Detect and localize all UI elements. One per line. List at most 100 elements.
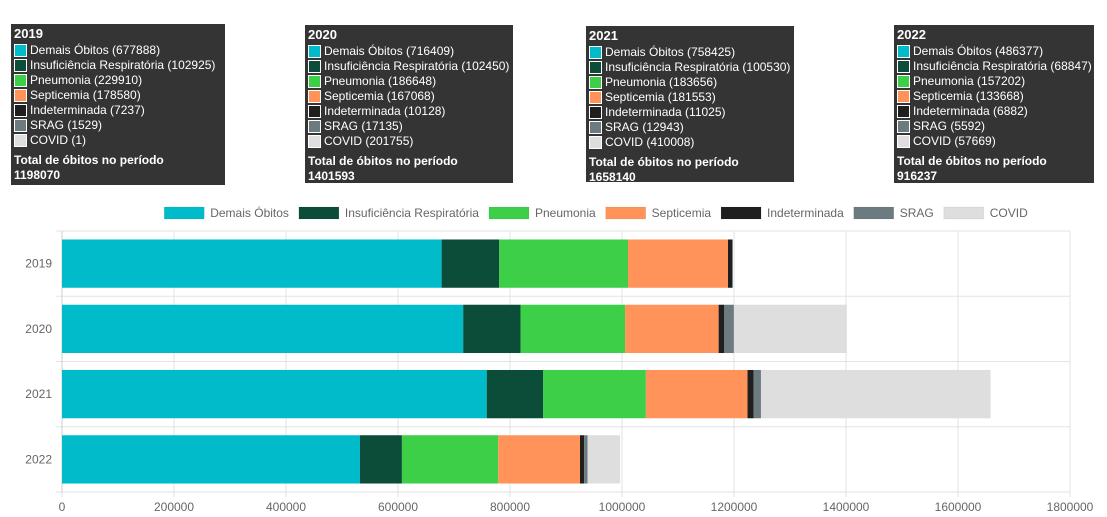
legend-swatch [853, 206, 895, 220]
bar-2020-srag [724, 304, 734, 354]
tooltip-2021: 2021 Demais Óbitos (758425) Insuficiência … [586, 26, 794, 184]
tooltip-item: Demais Óbitos (486377) [897, 44, 1091, 59]
tooltip-swatch [897, 120, 910, 133]
tooltip-total-label: Total de óbitos no período [308, 154, 458, 168]
tooltip-swatch [897, 75, 910, 88]
tooltip-title: 2021 [589, 28, 618, 43]
tooltip-item-label: Pneumonia (183656) [605, 75, 718, 89]
tooltip-swatch [589, 106, 602, 119]
tooltip-item: COVID (201755) [308, 134, 510, 149]
tooltip-item: Insuficiência Respiratória (68847) [897, 59, 1092, 74]
tooltip-item-label: Insuficiência Respiratória (100530) [605, 60, 791, 74]
tooltip-item-label: SRAG (1529) [30, 118, 103, 132]
tooltip-title: 2022 [897, 27, 926, 42]
tooltip-total-label: Total de óbitos no período [897, 154, 1047, 168]
tooltip-swatch [14, 74, 27, 87]
y-tick-label: 2022 [25, 452, 52, 466]
tooltip-swatch [308, 90, 321, 103]
bar-2022-septicemia [498, 435, 580, 484]
tooltip-item: SRAG (17135) [308, 119, 510, 134]
tooltip-title: 2019 [14, 26, 43, 41]
tooltip-item-label: SRAG (5592) [913, 119, 986, 133]
legend-label: Demais Óbitos [210, 205, 289, 220]
tooltip-item-label: Septicemia (178580) [30, 88, 141, 102]
bar-2019-srag [732, 239, 733, 288]
tooltip-item: Indeterminada (6882) [897, 104, 1091, 119]
y-tick-label: 2019 [25, 257, 52, 271]
legend-swatch [298, 206, 340, 220]
tooltip-item: Pneumonia (186648) [308, 74, 510, 89]
tooltip-item: Indeterminada (7237) [14, 103, 222, 118]
x-tick-label: 400000 [266, 500, 306, 514]
tooltip-item: Septicemia (133668) [897, 89, 1091, 104]
bar-2019-insufici-ncia-respirat-ria [441, 239, 500, 288]
x-tick-label: 1600000 [935, 500, 982, 514]
tooltip-item-label: Pneumonia (229910) [30, 73, 143, 87]
x-tick-label: 1200000 [711, 500, 758, 514]
tooltip-swatch [308, 60, 321, 73]
tooltip-item-label: Indeterminada (10128) [324, 104, 446, 118]
bar-2019-pneumonia [499, 239, 629, 288]
tooltip-item-label: Insuficiência Respiratória (68847) [913, 59, 1092, 73]
tooltip-item-label: Demais Óbitos (716409) [324, 44, 455, 58]
tooltip-total-value: 1401593 [308, 169, 355, 183]
tooltip-item-label: COVID (57669) [913, 134, 996, 148]
bar-2019-septicemia [628, 239, 729, 288]
bar-2021-pneumonia [543, 369, 646, 419]
tooltip-2019: 2019 Demais Óbitos (677888) Insuficiência … [11, 24, 225, 185]
tooltip-item-label: Indeterminada (6882) [913, 104, 1028, 118]
tooltip-item: Pneumonia (157202) [897, 74, 1091, 89]
tooltip-item-label: Pneumonia (186648) [324, 74, 437, 88]
legend-label: Indeterminada [767, 206, 844, 220]
tooltip-item: Demais Óbitos (677888) [14, 43, 222, 58]
bar-2022-insufici-ncia-respirat-ria [359, 435, 402, 484]
bar-2022-pneumonia [401, 435, 499, 484]
tooltip-swatch [14, 134, 27, 147]
tooltip-swatch [897, 90, 910, 103]
x-tick-label: 800000 [490, 500, 530, 514]
tooltip-item-label: SRAG (17135) [324, 119, 403, 133]
tooltip-swatch [14, 119, 27, 132]
tooltip-item-label: Pneumonia (157202) [913, 74, 1026, 88]
legend-label: COVID [990, 206, 1028, 220]
bar-2020-demais-bitos [62, 304, 464, 354]
tooltip-item-label: Indeterminada (11025) [605, 105, 726, 119]
legend-swatch [605, 206, 647, 220]
legend-swatch [163, 206, 205, 220]
tooltip-swatch [589, 121, 602, 134]
tooltip-item: SRAG (12943) [589, 120, 791, 135]
bar-2022-covid [587, 435, 621, 484]
tooltip-swatch [308, 75, 321, 88]
x-tick-label: 1000000 [599, 500, 646, 514]
tooltip-swatch [589, 91, 602, 104]
tooltip-swatch [308, 120, 321, 133]
tooltip-item: Insuficiência Respiratória (102925) [14, 58, 222, 73]
tooltip-2022: 2022 Demais Óbitos (486377) Insuficiência … [894, 25, 1094, 183]
bar-2019-indeterminada [728, 239, 733, 288]
tooltip-item-label: Insuficiência Respiratória (102450) [324, 59, 510, 73]
tooltip-swatch [308, 45, 321, 58]
bar-2020-pneumonia [520, 304, 626, 354]
tooltip-item: Demais Óbitos (758425) [589, 45, 791, 60]
tooltip-item: Septicemia (181553) [589, 90, 791, 105]
tooltip-item-label: COVID (201755) [324, 134, 414, 148]
x-tick-label: 600000 [378, 500, 418, 514]
bar-2020-insufici-ncia-respirat-ria [463, 304, 521, 354]
tooltip-swatch [308, 105, 321, 118]
tooltip-item: Pneumonia (183656) [589, 75, 791, 90]
tooltip-item: COVID (1) [14, 133, 222, 148]
tooltip-swatch [589, 136, 602, 149]
bar-2021-indeterminada [747, 369, 754, 419]
tooltip-item: SRAG (1529) [14, 118, 222, 133]
bar-2021-covid [760, 369, 991, 419]
y-tick-label: 2021 [25, 387, 52, 401]
legend-label: SRAG [900, 206, 934, 220]
tooltip-item-label: Indeterminada (7237) [30, 103, 145, 117]
tooltip-2020: 2020 Demais Óbitos (716409) Insuficiência … [305, 25, 513, 183]
tooltip-swatch [14, 104, 27, 117]
tooltip-item: Insuficiência Respiratória (102450) [308, 59, 510, 74]
x-tick-label: 200000 [154, 500, 194, 514]
tooltip-item-label: Septicemia (181553) [605, 90, 716, 104]
bar-2022-srag [584, 435, 588, 484]
